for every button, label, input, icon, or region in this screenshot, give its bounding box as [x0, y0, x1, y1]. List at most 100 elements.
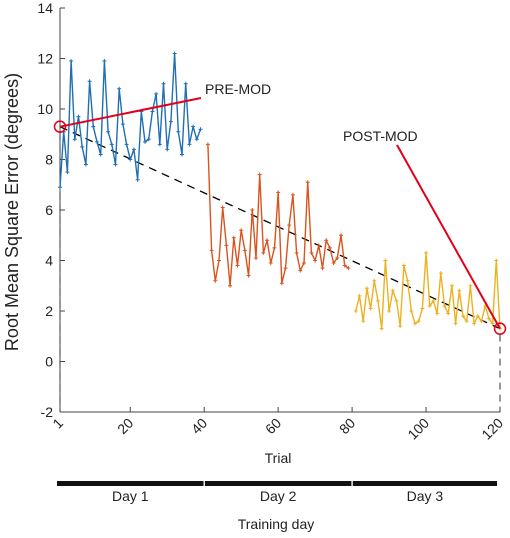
data-point: [287, 223, 292, 228]
data-point: [242, 248, 247, 253]
data-point: [324, 238, 329, 243]
data-point: [120, 122, 125, 127]
data-point: [446, 311, 451, 316]
data-point: [58, 185, 62, 190]
y-tick-label: 14: [37, 0, 53, 16]
data-point: [83, 162, 88, 167]
data-point: [461, 314, 466, 319]
data-point: [331, 261, 336, 266]
x-tick-label: 120: [478, 415, 506, 443]
data-point: [94, 139, 99, 144]
y-axis-title: Root Mean Square Error (degrees): [2, 73, 22, 351]
data-point: [313, 258, 318, 263]
data-point: [91, 124, 96, 129]
series-layer: [58, 51, 502, 331]
y-tick-label: 0: [45, 354, 53, 370]
data-point: [416, 319, 421, 324]
data-point: [213, 278, 218, 283]
pre-mod-arrow: [59, 97, 202, 128]
series-line-1: [59, 52, 202, 188]
data-point: [438, 271, 443, 276]
data-point: [172, 51, 177, 56]
data-point: [246, 273, 251, 278]
post-mod-marker: [493, 322, 507, 335]
data-point: [405, 278, 410, 283]
data-point: [198, 127, 203, 132]
data-point: [187, 142, 192, 147]
data-point: [257, 172, 262, 177]
data-point: [276, 190, 281, 195]
data-point: [394, 298, 399, 303]
data-point: [409, 309, 414, 313]
post-mod-arrow: [396, 144, 501, 330]
data-point: [375, 298, 380, 303]
data-point: [143, 139, 148, 144]
data-point: [364, 286, 369, 291]
data-point: [339, 233, 344, 238]
y-tick-label: 10: [37, 101, 53, 117]
data-point: [305, 180, 310, 185]
data-point: [80, 144, 85, 149]
data-point: [353, 309, 358, 313]
data-point: [106, 129, 111, 134]
data-point: [457, 288, 462, 293]
data-point: [128, 157, 133, 162]
data-point: [294, 250, 299, 255]
data-point: [253, 255, 258, 260]
data-point: [412, 321, 417, 326]
data-point: [220, 205, 225, 210]
data-point: [401, 263, 406, 268]
data-point: [76, 114, 81, 119]
data-point: [379, 326, 384, 331]
data-point: [464, 319, 469, 324]
data-point: [327, 245, 332, 250]
pre-mod-label: PRE-MOD: [205, 81, 271, 97]
data-point: [131, 147, 136, 152]
post-mod-label: POST-MOD: [343, 128, 418, 144]
data-point: [168, 119, 173, 124]
data-point: [183, 81, 188, 86]
data-point: [165, 147, 170, 152]
data-point: [283, 266, 288, 271]
data-point: [368, 306, 373, 311]
data-point: [490, 321, 495, 326]
data-point: [176, 129, 181, 134]
x-tick-label: 100: [404, 415, 432, 443]
data-point: [387, 309, 392, 313]
data-point: [135, 177, 140, 182]
data-point: [316, 243, 321, 248]
data-point: [87, 79, 92, 84]
data-point: [231, 235, 236, 240]
pre-mod-marker: [53, 120, 67, 133]
x-axis-title: Trial: [265, 450, 292, 466]
data-point: [420, 306, 425, 311]
data-point: [216, 258, 221, 263]
data-point: [146, 137, 151, 142]
training-day-layer: Day 1 Day 2 Day 3: [57, 481, 497, 504]
data-point: [468, 283, 473, 288]
y-tick-label: 8: [45, 152, 53, 168]
data-point: [150, 109, 155, 114]
training-day-bar: [57, 481, 204, 486]
data-point: [309, 250, 314, 255]
x-tick-label: 20: [114, 415, 136, 437]
training-day-label: Day 2: [260, 488, 297, 504]
data-point: [154, 91, 159, 96]
training-day-bar: [352, 481, 497, 486]
data-point: [346, 266, 351, 271]
data-point: [372, 278, 377, 283]
data-point: [290, 192, 295, 197]
data-point: [449, 283, 454, 288]
data-point: [124, 142, 129, 147]
data-point: [157, 142, 162, 147]
series-line-3: [355, 252, 501, 330]
data-point: [250, 208, 255, 212]
training-day-title: Training day: [238, 516, 315, 532]
data-point: [361, 319, 366, 324]
y-tick-label: -2: [41, 404, 54, 420]
annotation-layer: PRE-MOD POST-MOD: [53, 81, 507, 335]
data-point: [486, 316, 491, 321]
data-point: [494, 258, 499, 263]
